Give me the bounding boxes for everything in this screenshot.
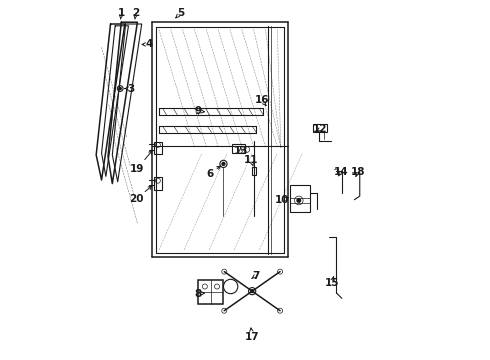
Bar bbox=[154, 177, 162, 190]
Text: 1: 1 bbox=[118, 8, 125, 18]
Text: 9: 9 bbox=[195, 106, 202, 116]
Text: 15: 15 bbox=[324, 278, 339, 288]
Circle shape bbox=[222, 162, 225, 165]
Text: 14: 14 bbox=[334, 167, 348, 177]
Text: 13: 13 bbox=[233, 146, 248, 156]
Text: 6: 6 bbox=[207, 168, 214, 179]
Text: 2: 2 bbox=[132, 8, 139, 18]
Text: 7: 7 bbox=[252, 271, 259, 281]
Text: 5: 5 bbox=[177, 8, 184, 18]
Bar bbox=[313, 124, 327, 132]
Bar bbox=[232, 144, 245, 153]
Text: 10: 10 bbox=[275, 195, 289, 206]
Text: 16: 16 bbox=[255, 95, 269, 105]
Circle shape bbox=[297, 199, 300, 202]
Text: 20: 20 bbox=[129, 194, 144, 204]
Bar bbox=[290, 185, 310, 212]
Text: 18: 18 bbox=[351, 167, 365, 177]
Text: 12: 12 bbox=[313, 124, 327, 134]
Text: 8: 8 bbox=[194, 289, 201, 299]
Text: 11: 11 bbox=[244, 155, 259, 165]
Text: 17: 17 bbox=[245, 332, 260, 342]
Text: 3: 3 bbox=[127, 84, 135, 94]
Text: 4: 4 bbox=[145, 40, 152, 49]
Circle shape bbox=[119, 87, 122, 90]
Text: 19: 19 bbox=[129, 164, 144, 174]
Bar bbox=[198, 280, 223, 304]
Bar bbox=[154, 141, 162, 154]
Bar bbox=[252, 167, 256, 175]
Circle shape bbox=[251, 290, 254, 293]
